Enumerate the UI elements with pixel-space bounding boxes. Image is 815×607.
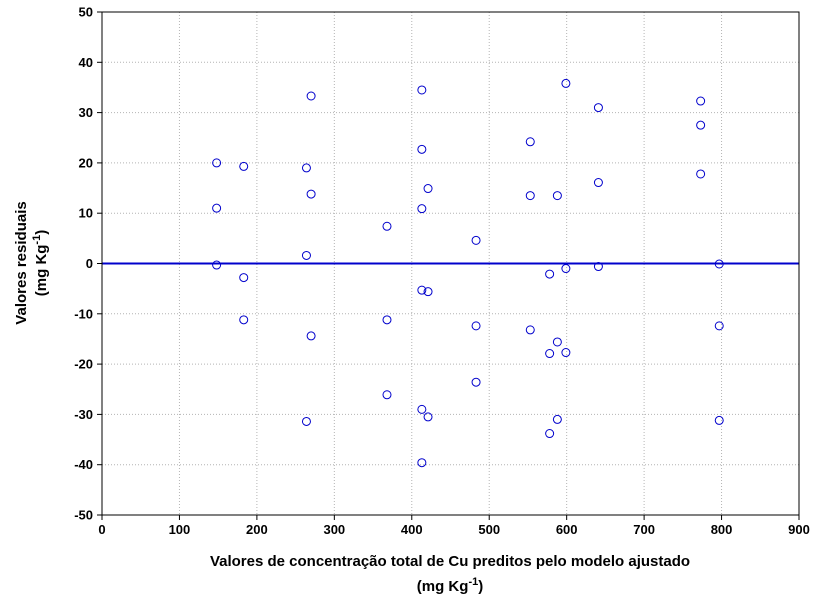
data-point xyxy=(696,96,706,106)
data-point xyxy=(417,458,427,468)
x-tick-label: 500 xyxy=(478,522,500,537)
x-tick-label: 100 xyxy=(169,522,191,537)
data-point xyxy=(301,250,311,260)
data-point xyxy=(417,404,427,414)
x-tick-label: 200 xyxy=(246,522,268,537)
x-tick-label: 900 xyxy=(788,522,810,537)
y-tick-label: -50 xyxy=(74,508,93,523)
data-point xyxy=(561,264,571,274)
data-point xyxy=(471,321,481,331)
data-point xyxy=(593,262,603,272)
data-point xyxy=(306,331,316,341)
data-point xyxy=(593,178,603,188)
data-point xyxy=(239,273,249,283)
data-points xyxy=(212,78,724,468)
data-point xyxy=(382,390,392,400)
data-point xyxy=(212,158,222,168)
y-tick-label: 0 xyxy=(86,256,93,271)
data-point xyxy=(382,221,392,231)
data-point xyxy=(382,315,392,325)
data-point xyxy=(696,169,706,179)
data-point xyxy=(561,78,571,88)
data-point xyxy=(301,416,311,426)
x-axis-title-line1: Valores de concentração total de Cu pred… xyxy=(210,553,690,570)
data-point xyxy=(552,337,562,347)
y-tick-label: -10 xyxy=(74,306,93,321)
data-point xyxy=(471,377,481,387)
y-tick-label: -30 xyxy=(74,407,93,422)
x-tick-label: 800 xyxy=(711,522,733,537)
y-axis-unit: (mg Kg xyxy=(33,245,50,297)
data-point xyxy=(714,259,724,269)
y-axis-unit-exponent: -1 xyxy=(31,235,43,245)
data-point xyxy=(417,204,427,214)
y-tick-label: 10 xyxy=(79,206,93,221)
data-point xyxy=(417,85,427,95)
data-point xyxy=(417,144,427,154)
x-axis-unit-exponent: -1 xyxy=(468,576,478,588)
x-tick-label: 600 xyxy=(556,522,578,537)
y-axis-unit-close: ) xyxy=(33,230,50,235)
data-point xyxy=(714,415,724,425)
y-tick-label: -40 xyxy=(74,457,93,472)
data-point xyxy=(239,161,249,171)
y-axis-title-line2: (mg Kg-1) xyxy=(31,230,50,296)
data-point xyxy=(306,91,316,101)
data-point xyxy=(212,260,222,270)
x-axis-ticks: 0 100 200 300 400 500 600 700 800 900 xyxy=(98,515,810,537)
data-point xyxy=(561,348,571,358)
x-axis-title-line2: (mg Kg-1) xyxy=(417,576,483,595)
data-point xyxy=(212,203,222,213)
data-point xyxy=(545,429,555,439)
y-tick-label: 50 xyxy=(79,5,93,20)
data-point xyxy=(552,414,562,424)
x-axis-unit-close: ) xyxy=(478,578,483,595)
data-point xyxy=(714,321,724,331)
data-point xyxy=(423,287,433,297)
y-axis-ticks: -50 -40 -30 -20 -10 0 10 20 30 40 50 xyxy=(74,5,102,523)
data-point xyxy=(525,325,535,335)
x-tick-label: 300 xyxy=(323,522,345,537)
y-axis-title-line1: Valores residuais xyxy=(13,201,30,324)
data-point xyxy=(239,315,249,325)
x-axis-unit: (mg Kg xyxy=(417,578,469,595)
data-point xyxy=(696,120,706,130)
data-point xyxy=(423,184,433,194)
data-point xyxy=(471,235,481,245)
data-point xyxy=(301,163,311,173)
data-point xyxy=(423,412,433,422)
x-tick-label: 700 xyxy=(633,522,655,537)
y-tick-label: -20 xyxy=(74,357,93,372)
data-point xyxy=(552,191,562,201)
data-point xyxy=(545,269,555,279)
x-tick-label: 400 xyxy=(401,522,423,537)
data-point xyxy=(306,189,316,199)
data-point xyxy=(525,137,535,147)
x-tick-label: 0 xyxy=(98,522,105,537)
data-point xyxy=(593,103,603,113)
data-point xyxy=(545,349,555,359)
y-tick-label: 20 xyxy=(79,155,93,170)
data-point xyxy=(525,191,535,201)
y-tick-label: 40 xyxy=(79,55,93,70)
data-point xyxy=(417,285,427,295)
y-tick-label: 30 xyxy=(79,105,93,120)
